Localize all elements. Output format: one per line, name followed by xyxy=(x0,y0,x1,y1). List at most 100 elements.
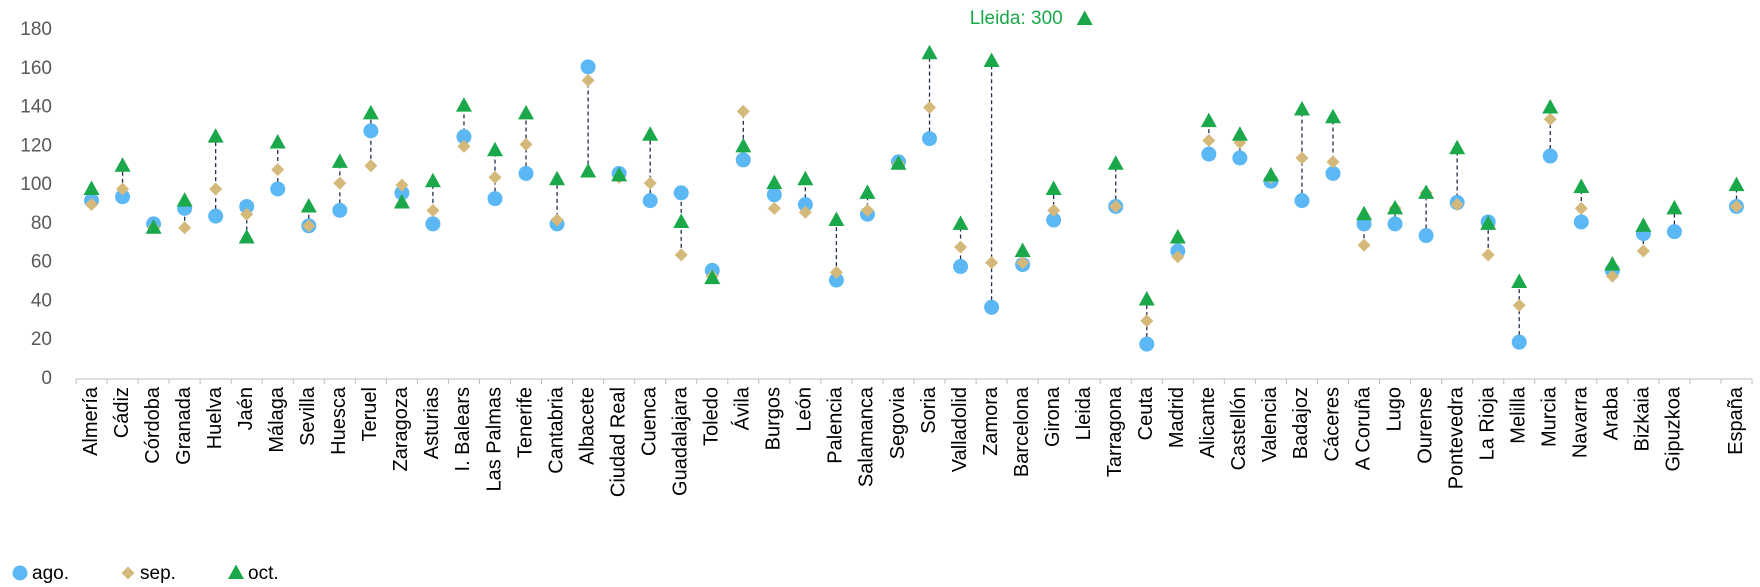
x-tick-label: Granada xyxy=(173,386,195,465)
point xyxy=(580,163,597,178)
point xyxy=(581,73,595,87)
x-tick-label: Valladolid xyxy=(949,387,971,472)
point xyxy=(1512,298,1526,312)
y-tick-label: 120 xyxy=(20,135,52,156)
point xyxy=(798,205,812,219)
point xyxy=(704,269,721,285)
point xyxy=(985,256,999,270)
point xyxy=(176,192,193,207)
point xyxy=(1543,112,1557,126)
point xyxy=(828,211,845,227)
x-tick-label: Almería xyxy=(80,386,102,456)
point xyxy=(923,101,937,115)
point xyxy=(1418,184,1435,199)
point xyxy=(1387,199,1404,215)
point xyxy=(114,157,131,172)
point xyxy=(394,185,410,201)
point xyxy=(455,97,472,112)
point xyxy=(1636,244,1650,258)
point xyxy=(736,104,750,118)
point xyxy=(518,165,534,181)
point xyxy=(1635,217,1652,232)
y-tick-label: 20 xyxy=(31,329,52,350)
x-tick-label: Jaén xyxy=(235,387,257,430)
point xyxy=(673,213,690,228)
point xyxy=(550,213,564,227)
point xyxy=(1109,199,1123,213)
point xyxy=(828,272,844,288)
point xyxy=(1666,224,1682,240)
point xyxy=(767,201,781,215)
point xyxy=(1046,212,1062,228)
point xyxy=(674,248,688,262)
point xyxy=(1511,273,1528,289)
point xyxy=(456,129,472,145)
point xyxy=(121,566,135,580)
point xyxy=(954,240,968,254)
point xyxy=(921,44,938,60)
x-tick-label: Alicante xyxy=(1197,387,1219,458)
point xyxy=(364,159,378,173)
point xyxy=(300,197,317,213)
point xyxy=(116,182,130,196)
x-tick-label: La Rioja xyxy=(1476,386,1498,460)
point xyxy=(488,170,502,184)
point xyxy=(922,131,938,147)
x-tick-label: Bizkaia xyxy=(1632,386,1654,451)
x-tick-label: Albacete xyxy=(576,387,598,465)
point xyxy=(1262,166,1279,182)
point xyxy=(238,228,255,244)
x-tick-label: Cádiz xyxy=(111,387,133,438)
point xyxy=(1450,198,1464,211)
x-tick-label: Araba xyxy=(1601,386,1623,440)
point xyxy=(426,203,440,217)
point xyxy=(83,180,100,195)
point xyxy=(1169,228,1186,244)
point xyxy=(766,174,783,190)
x-tick-label: Salamanca xyxy=(856,386,878,487)
point xyxy=(85,198,99,211)
x-tick-label: Zaragoza xyxy=(390,386,412,471)
x-tick-label: Cuenca xyxy=(638,386,660,456)
x-tick-label: Murcia xyxy=(1539,386,1561,447)
point xyxy=(1232,150,1248,166)
x-tick-label: A Coruña xyxy=(1352,386,1374,470)
x-tick-label: Navarra xyxy=(1570,386,1592,458)
annotation: Lleida: 300 xyxy=(970,8,1063,29)
x-tick-label: Ourense xyxy=(1414,387,1436,464)
point xyxy=(1573,214,1589,230)
point xyxy=(115,189,131,205)
point xyxy=(363,123,379,139)
point xyxy=(1387,216,1403,232)
point xyxy=(331,153,348,168)
point xyxy=(1294,193,1310,209)
x-tick-label: Cáceres xyxy=(1321,387,1343,461)
point xyxy=(270,181,286,197)
point xyxy=(1481,248,1495,262)
x-tick-label: Ciudad Real xyxy=(607,387,629,497)
x-tick-label: Lugo xyxy=(1383,387,1405,432)
x-tick-label: Córdoba xyxy=(142,386,164,464)
point xyxy=(1171,250,1185,264)
point xyxy=(1605,269,1619,283)
point xyxy=(209,182,223,196)
point xyxy=(519,137,533,151)
point xyxy=(984,299,1000,315)
x-tick-label: Madrid xyxy=(1166,387,1188,448)
y-tick-label: 160 xyxy=(20,58,52,79)
point xyxy=(1201,146,1217,162)
y-tick-label: 100 xyxy=(20,174,52,195)
point xyxy=(228,564,244,579)
point xyxy=(1574,201,1588,215)
point xyxy=(1480,215,1497,230)
point xyxy=(859,184,876,199)
y-tick-label: 0 xyxy=(41,368,52,389)
point xyxy=(611,166,628,182)
x-tick-label: Badajoz xyxy=(1290,387,1312,459)
x-tick-label: Ceuta xyxy=(1135,386,1157,440)
x-tick-label: Tenerife xyxy=(514,387,536,458)
point xyxy=(1729,199,1743,213)
point xyxy=(829,265,843,279)
point xyxy=(673,185,689,201)
point xyxy=(302,219,316,233)
